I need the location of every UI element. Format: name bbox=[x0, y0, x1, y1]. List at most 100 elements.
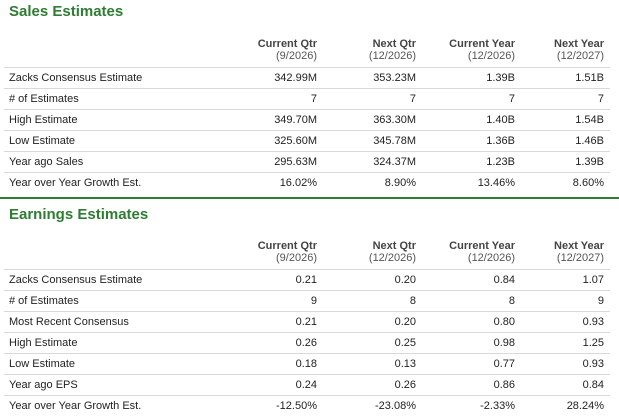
table-cell: 325.60M bbox=[208, 131, 323, 152]
column-header-label: Current Year bbox=[449, 38, 515, 50]
row-label: Year ago EPS bbox=[4, 375, 208, 396]
table-cell: 16.02% bbox=[208, 173, 323, 194]
table-row: # of Estimates 9 8 8 9 bbox=[4, 291, 610, 312]
column-header-label: Next Qtr bbox=[373, 38, 416, 50]
column-header: Next Qtr(12/2026) bbox=[323, 232, 422, 270]
earnings-estimates-title: Earnings Estimates bbox=[0, 197, 619, 225]
row-label-header bbox=[4, 232, 208, 270]
row-label: Year over Year Growth Est. bbox=[4, 396, 208, 416]
column-header-label: Current Year bbox=[449, 240, 515, 252]
column-header-period: (12/2027) bbox=[521, 50, 604, 62]
table-cell: 342.99M bbox=[208, 68, 323, 89]
table-cell: 324.37M bbox=[323, 152, 422, 173]
table-row: Year over Year Growth Est. 16.02% 8.90% … bbox=[4, 173, 610, 194]
table-cell: 0.98 bbox=[422, 333, 521, 354]
column-header-period: (9/2026) bbox=[208, 50, 317, 62]
table-cell: 1.39B bbox=[422, 68, 521, 89]
table-cell: 0.20 bbox=[323, 312, 422, 333]
row-label: Low Estimate bbox=[4, 354, 208, 375]
table-header-row: Current Qtr(9/2026) Next Qtr(12/2026) Cu… bbox=[4, 30, 610, 68]
column-header: Current Year(12/2026) bbox=[422, 30, 521, 68]
table-row: Most Recent Consensus 0.21 0.20 0.80 0.9… bbox=[4, 312, 610, 333]
column-header-label: Next Year bbox=[554, 240, 604, 252]
table-cell: 1.40B bbox=[422, 110, 521, 131]
column-header-label: Current Qtr bbox=[258, 240, 317, 252]
column-header-period: (12/2026) bbox=[323, 50, 416, 62]
column-header-period: (12/2026) bbox=[422, 50, 515, 62]
row-label: # of Estimates bbox=[4, 291, 208, 312]
row-label: Year over Year Growth Est. bbox=[4, 173, 208, 194]
table-cell: 7 bbox=[323, 89, 422, 110]
row-label: High Estimate bbox=[4, 110, 208, 131]
table-row: Low Estimate 325.60M 345.78M 1.36B 1.46B bbox=[4, 131, 610, 152]
table-cell: 0.18 bbox=[208, 354, 323, 375]
table-cell: 13.46% bbox=[422, 173, 521, 194]
table-cell: 345.78M bbox=[323, 131, 422, 152]
column-header: Next Year(12/2027) bbox=[521, 30, 610, 68]
table-cell: 0.80 bbox=[422, 312, 521, 333]
table-cell: 0.21 bbox=[208, 270, 323, 291]
column-header-label: Next Qtr bbox=[373, 240, 416, 252]
column-header-label: Current Qtr bbox=[258, 38, 317, 50]
table-row: Zacks Consensus Estimate 342.99M 353.23M… bbox=[4, 68, 610, 89]
table-cell: 363.30M bbox=[323, 110, 422, 131]
table-cell: 1.36B bbox=[422, 131, 521, 152]
table-cell: 8.60% bbox=[521, 173, 610, 194]
column-header: Current Qtr(9/2026) bbox=[208, 30, 323, 68]
table-row: Year over Year Growth Est. -12.50% -23.0… bbox=[4, 396, 610, 416]
table-cell: 0.24 bbox=[208, 375, 323, 396]
table-cell: 0.13 bbox=[323, 354, 422, 375]
table-cell: 0.20 bbox=[323, 270, 422, 291]
table-cell: 8 bbox=[422, 291, 521, 312]
table-cell: 1.54B bbox=[521, 110, 610, 131]
earnings-estimates-table: Current Qtr(9/2026) Next Qtr(12/2026) Cu… bbox=[4, 232, 610, 416]
table-cell: -12.50% bbox=[208, 396, 323, 416]
column-header-period: (12/2026) bbox=[422, 252, 515, 264]
table-cell: 0.26 bbox=[208, 333, 323, 354]
table-cell: -23.08% bbox=[323, 396, 422, 416]
row-label-header bbox=[4, 30, 208, 68]
sales-estimates-title: Sales Estimates bbox=[0, 0, 619, 21]
row-label: Zacks Consensus Estimate bbox=[4, 68, 208, 89]
table-cell: 1.39B bbox=[521, 152, 610, 173]
table-cell: 0.84 bbox=[422, 270, 521, 291]
table-row: # of Estimates 7 7 7 7 bbox=[4, 89, 610, 110]
table-cell: 1.25 bbox=[521, 333, 610, 354]
table-cell: 8 bbox=[323, 291, 422, 312]
table-cell: 7 bbox=[208, 89, 323, 110]
table-cell: 1.07 bbox=[521, 270, 610, 291]
sales-estimates-table: Current Qtr(9/2026) Next Qtr(12/2026) Cu… bbox=[4, 30, 610, 193]
table-cell: 28.24% bbox=[521, 396, 610, 416]
column-header: Next Qtr(12/2026) bbox=[323, 30, 422, 68]
column-header: Next Year(12/2027) bbox=[521, 232, 610, 270]
table-cell: 0.26 bbox=[323, 375, 422, 396]
column-header: Current Qtr(9/2026) bbox=[208, 232, 323, 270]
table-cell: 353.23M bbox=[323, 68, 422, 89]
row-label: Year ago Sales bbox=[4, 152, 208, 173]
table-row: Year ago EPS 0.24 0.26 0.86 0.84 bbox=[4, 375, 610, 396]
row-label: Low Estimate bbox=[4, 131, 208, 152]
table-cell: 0.86 bbox=[422, 375, 521, 396]
column-header-label: Next Year bbox=[554, 38, 604, 50]
sales-estimates-section: Sales Estimates Current Qtr(9/2026) Next… bbox=[0, 0, 619, 193]
table-cell: 0.21 bbox=[208, 312, 323, 333]
table-cell: 0.84 bbox=[521, 375, 610, 396]
table-cell: 0.93 bbox=[521, 354, 610, 375]
table-row: High Estimate 0.26 0.25 0.98 1.25 bbox=[4, 333, 610, 354]
table-cell: -2.33% bbox=[422, 396, 521, 416]
column-header-period: (9/2026) bbox=[208, 252, 317, 264]
table-cell: 7 bbox=[422, 89, 521, 110]
row-label: High Estimate bbox=[4, 333, 208, 354]
table-cell: 7 bbox=[521, 89, 610, 110]
table-cell: 9 bbox=[521, 291, 610, 312]
table-cell: 1.51B bbox=[521, 68, 610, 89]
column-header-period: (12/2026) bbox=[323, 252, 416, 264]
row-label: Zacks Consensus Estimate bbox=[4, 270, 208, 291]
column-header-period: (12/2027) bbox=[521, 252, 604, 264]
table-cell: 0.25 bbox=[323, 333, 422, 354]
table-row: Year ago Sales 295.63M 324.37M 1.23B 1.3… bbox=[4, 152, 610, 173]
table-header-row: Current Qtr(9/2026) Next Qtr(12/2026) Cu… bbox=[4, 232, 610, 270]
table-cell: 1.46B bbox=[521, 131, 610, 152]
table-cell: 0.93 bbox=[521, 312, 610, 333]
table-cell: 8.90% bbox=[323, 173, 422, 194]
